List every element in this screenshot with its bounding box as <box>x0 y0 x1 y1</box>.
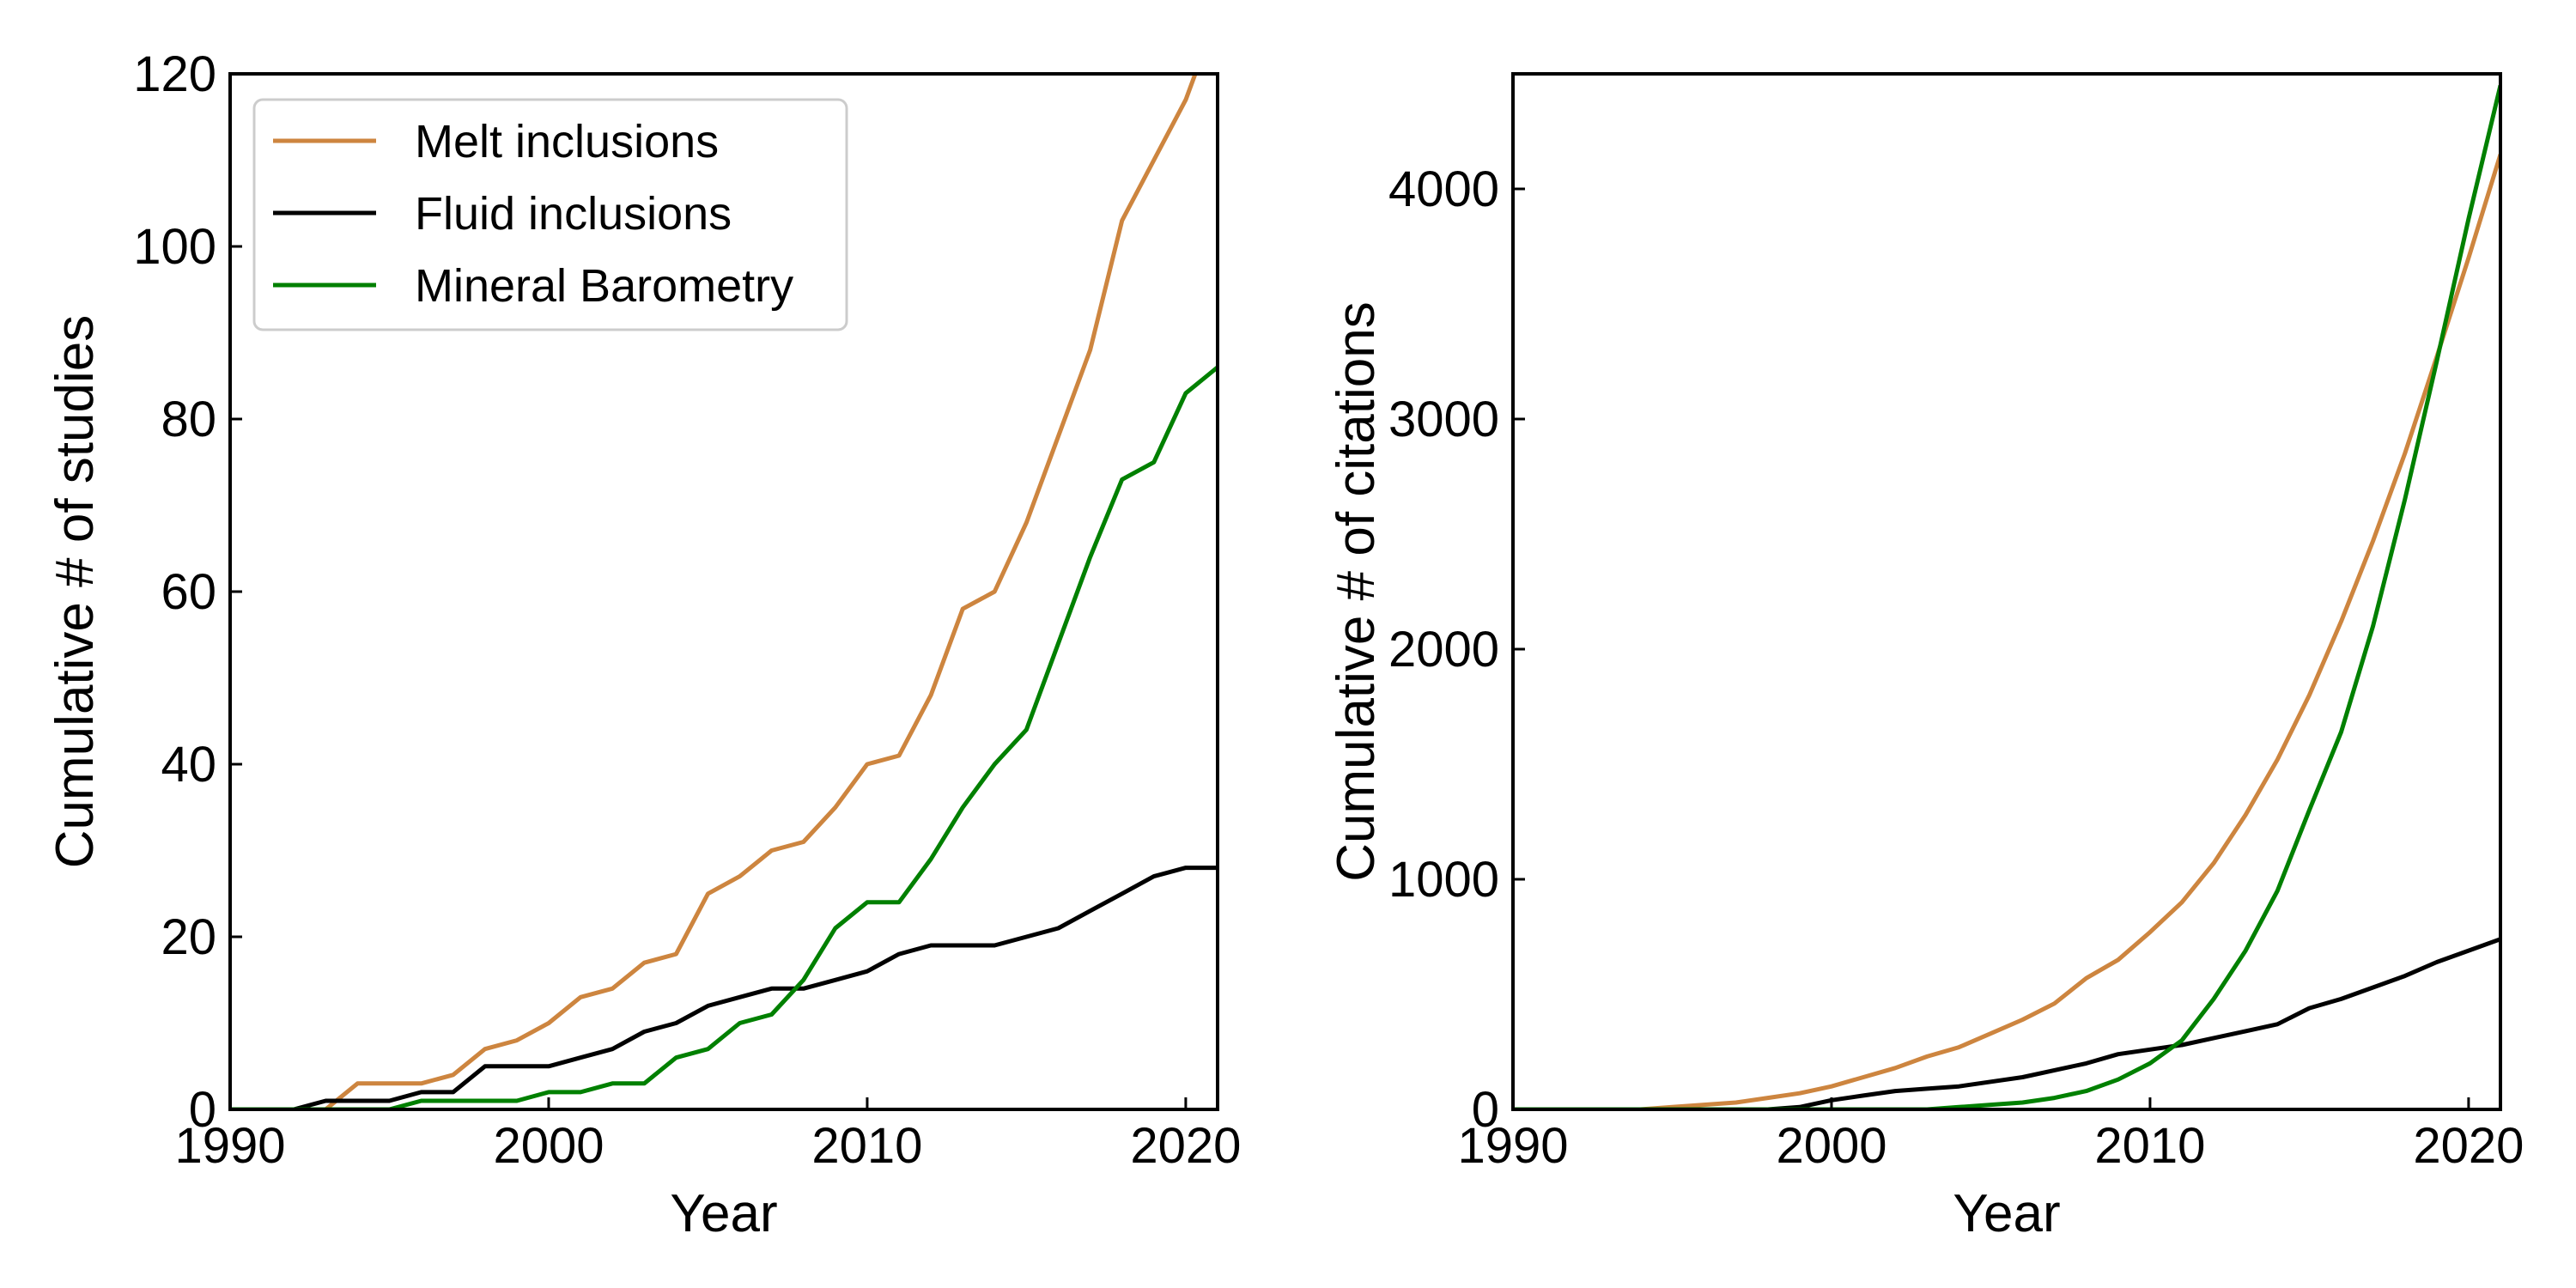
legend-label-mineral-barometry: Mineral Barometry <box>415 260 793 312</box>
x-axis-label: Year <box>1953 1184 2060 1243</box>
legend-box <box>252 98 848 331</box>
y-tick-label: 0 <box>1472 1082 1499 1138</box>
y-tick-label: 80 <box>161 392 216 447</box>
series-line-fluid-inclusions <box>230 866 1218 1109</box>
y-tick-label: 60 <box>161 564 216 620</box>
y-tick-label: 2000 <box>1388 622 1499 677</box>
y-tick-label: 4000 <box>1388 161 1499 217</box>
series-line-mineral-barometry <box>230 365 1218 1109</box>
y-tick-label: 120 <box>133 46 216 102</box>
x-tick-label: 2000 <box>493 1118 604 1174</box>
series-group <box>1513 84 2500 1109</box>
x-tick-label: 2010 <box>2094 1118 2205 1174</box>
series-line-melt-inclusions <box>1513 154 2500 1109</box>
y-tick-label: 20 <box>161 909 216 965</box>
x-tick-label: 2010 <box>811 1118 922 1174</box>
y-tick-label: 40 <box>161 737 216 793</box>
plot-frame <box>1511 72 2502 1111</box>
y-tick-label: 1000 <box>1388 852 1499 908</box>
x-tick-label: 2000 <box>1776 1118 1886 1174</box>
chart-right-citations: 1990 2000 2010 2020 0 1000 2000 3000 4000 Year Cum… <box>1327 72 2524 1243</box>
x-axis-label: Year <box>670 1184 777 1243</box>
series-line-mineral-barometry <box>1513 84 2500 1109</box>
x-tick-label: 2020 <box>1130 1118 1241 1174</box>
y-tick-label: 100 <box>133 219 216 275</box>
y-tick-label: 3000 <box>1388 392 1499 447</box>
series-line-fluid-inclusions <box>1513 937 2500 1109</box>
y-axis-label: Cumulative # of citations <box>1327 301 1386 881</box>
x-tick-label: 1990 <box>174 1118 285 1174</box>
legend: Melt inclusions Fluid inclusions Mineral B… <box>252 98 848 331</box>
x-tick-label: 2020 <box>2413 1118 2524 1174</box>
y-tick-label: 0 <box>189 1082 216 1138</box>
legend-label-melt-inclusions: Melt inclusions <box>415 116 719 167</box>
x-tick-label: 1990 <box>1457 1118 1568 1174</box>
series-line-melt-inclusions <box>230 74 1198 1109</box>
chart-left-studies: 1990 2000 2010 2020 0 20 40 60 80 100 120 Year Cumul… <box>46 46 1241 1243</box>
y-axis-label: Cumulative # of studies <box>46 315 105 868</box>
legend-label-fluid-inclusions: Fluid inclusions <box>415 188 732 240</box>
